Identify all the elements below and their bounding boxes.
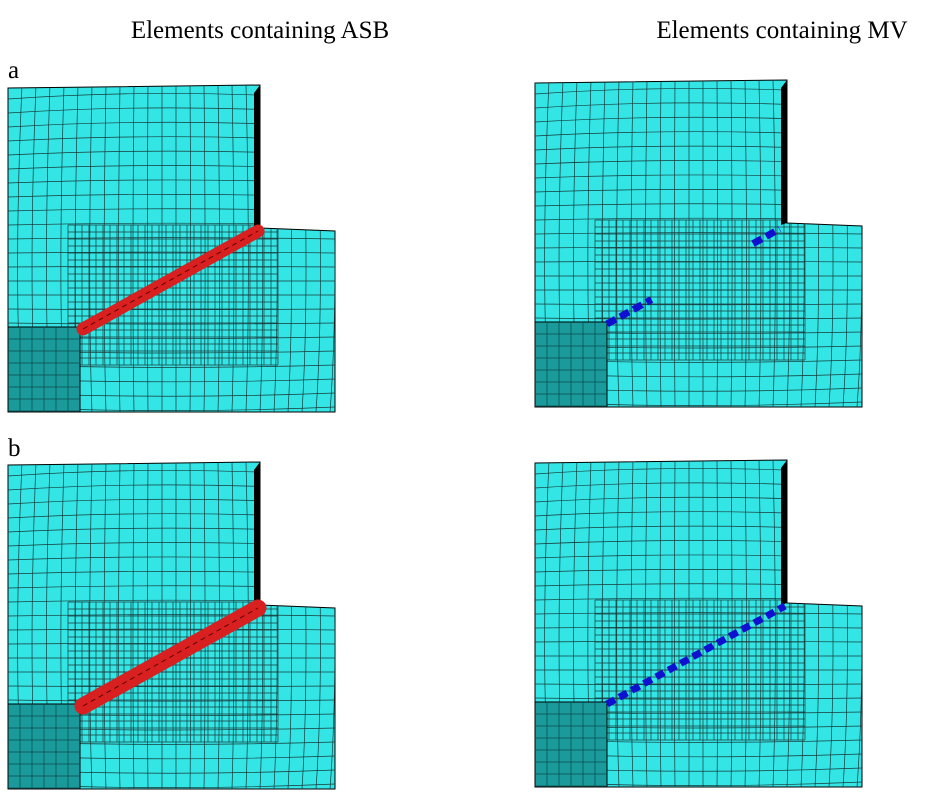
page: Elements containing ASB Elements contain… [0, 0, 950, 794]
mesh-line [8, 456, 335, 462]
notch-edge [254, 462, 260, 607]
mesh-line [535, 74, 862, 80]
mesh-line [8, 79, 335, 85]
notch-edge [781, 80, 787, 225]
mesh-panel [530, 74, 862, 407]
mesh-line [3, 85, 8, 412]
column-header: Elements containing ASB [131, 17, 389, 44]
mesh-panel [530, 454, 862, 787]
mesh-line [535, 454, 862, 460]
mesh-line [3, 462, 8, 789]
notch-edge [254, 85, 260, 230]
notch-edge [781, 460, 787, 605]
mesh-panel [3, 456, 335, 789]
mesh-line [530, 80, 535, 407]
mesh-panel [3, 79, 335, 412]
row-label: b [8, 435, 21, 462]
figure: Elements containing ASB Elements contain… [0, 0, 950, 794]
row-label: a [8, 57, 19, 84]
mesh-line [530, 460, 535, 787]
column-header: Elements containing MV [656, 17, 907, 44]
